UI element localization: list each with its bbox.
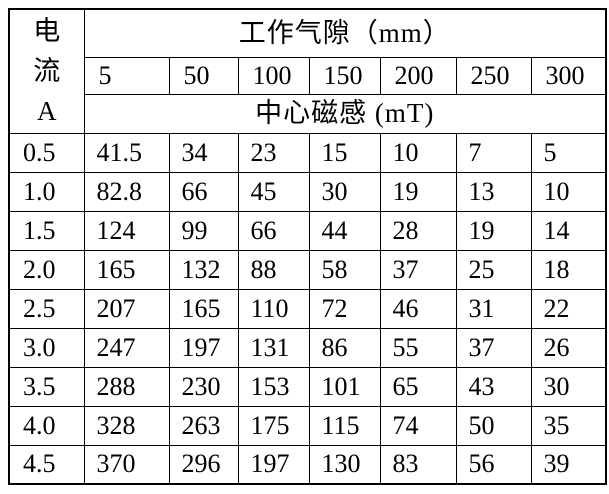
- table-cell: 66: [237, 210, 310, 251]
- table-row: 1.0 82.8 66 45 30 19 13 10: [8, 171, 607, 212]
- gap-column-header: 250: [455, 56, 532, 95]
- table-cell: 101: [308, 366, 381, 407]
- corner-header-current-cell: 电 流 A: [8, 8, 85, 134]
- table-row: 4.0 328 263 175 115 74 50 35: [8, 405, 607, 446]
- table-cell: 263: [168, 405, 239, 446]
- table-cell: 39: [530, 444, 607, 485]
- gap-column-header: 300: [530, 56, 607, 95]
- table-cell: 55: [379, 327, 457, 368]
- table-row: 3.5 288 230 153 101 65 43 30: [8, 366, 607, 407]
- table-row: 4.5 370 296 197 130 83 56 39: [8, 444, 607, 485]
- table-row: 0.5 41.5 34 23 15 10 7 5: [8, 132, 607, 173]
- air-gap-flux-table: 电 流 A 工作气隙（mm） 5 50 100 150 200 250 300 …: [8, 8, 607, 485]
- table-row: 3.0 247 197 131 86 55 37 26: [8, 327, 607, 368]
- table-cell: 130: [308, 444, 381, 485]
- table-cell: 15: [308, 132, 381, 173]
- corner-header-line2: 流: [33, 56, 61, 87]
- table-cell: 86: [308, 327, 381, 368]
- table-cell: 45: [237, 171, 310, 212]
- row-header-current: 1.0: [8, 171, 85, 212]
- table-cell: 58: [308, 249, 381, 290]
- table-cell: 30: [308, 171, 381, 212]
- table-cell: 124: [83, 210, 170, 251]
- table-cell: 41.5: [83, 132, 170, 173]
- table-cell: 28: [379, 210, 457, 251]
- table-cell: 175: [237, 405, 310, 446]
- table-cell: 88: [237, 249, 310, 290]
- gap-column-header: 200: [379, 56, 457, 95]
- table-cell: 66: [168, 171, 239, 212]
- table-cell: 5: [530, 132, 607, 173]
- table-row: 2.5 207 165 110 72 46 31 22: [8, 288, 607, 329]
- header-row-gap: 电 流 A 工作气隙（mm）: [8, 8, 607, 134]
- gap-column-header: 150: [308, 56, 381, 95]
- table-cell: 37: [455, 327, 532, 368]
- corner-header-line1: 电: [33, 16, 61, 47]
- row-header-current: 0.5: [8, 132, 85, 173]
- table-cell: 35: [530, 405, 607, 446]
- table-cell: 74: [379, 405, 457, 446]
- table-cell: 19: [455, 210, 532, 251]
- table-cell: 230: [168, 366, 239, 407]
- row-header-current: 2.5: [8, 288, 85, 329]
- table-cell: 82.8: [83, 171, 170, 212]
- flux-header-cell: 中心磁感 (mT): [83, 93, 607, 134]
- table-cell: 46: [379, 288, 457, 329]
- table-cell: 370: [83, 444, 170, 485]
- table-cell: 83: [379, 444, 457, 485]
- table-cell: 23: [237, 132, 310, 173]
- table-cell: 65: [379, 366, 457, 407]
- row-header-current: 4.0: [8, 405, 85, 446]
- gap-column-header: 50: [168, 56, 239, 95]
- table-cell: 26: [530, 327, 607, 368]
- table-cell: 110: [237, 288, 310, 329]
- row-header-current: 3.5: [8, 366, 85, 407]
- table-cell: 207: [83, 288, 170, 329]
- table-row: 2.0 165 132 88 58 37 25 18: [8, 249, 607, 290]
- table-cell: 44: [308, 210, 381, 251]
- row-header-current: 1.5: [8, 210, 85, 251]
- table-cell: 50: [455, 405, 532, 446]
- table-cell: 14: [530, 210, 607, 251]
- table-cell: 132: [168, 249, 239, 290]
- table-row: 1.5 124 99 66 44 28 19 14: [8, 210, 607, 251]
- gap-header-cell: 工作气隙（mm）: [83, 8, 607, 58]
- table-cell: 131: [237, 327, 310, 368]
- corner-header-line3: A: [37, 96, 57, 127]
- table-cell: 296: [168, 444, 239, 485]
- table-cell: 197: [168, 327, 239, 368]
- gap-column-header: 5: [83, 56, 170, 95]
- table-cell: 19: [379, 171, 457, 212]
- table-cell: 10: [379, 132, 457, 173]
- gap-column-header: 100: [237, 56, 310, 95]
- table-cell: 13: [455, 171, 532, 212]
- table-cell: 153: [237, 366, 310, 407]
- table-cell: 10: [530, 171, 607, 212]
- table-cell: 197: [237, 444, 310, 485]
- row-header-current: 3.0: [8, 327, 85, 368]
- table-cell: 7: [455, 132, 532, 173]
- row-header-current: 2.0: [8, 249, 85, 290]
- table-cell: 56: [455, 444, 532, 485]
- table-cell: 43: [455, 366, 532, 407]
- table-cell: 288: [83, 366, 170, 407]
- row-header-current: 4.5: [8, 444, 85, 485]
- table-cell: 25: [455, 249, 532, 290]
- header-row-flux: 中心磁感 (mT): [9, 93, 607, 134]
- header-row-gap-values: 5 50 100 150 200 250 300: [9, 56, 607, 95]
- table-cell: 328: [83, 405, 170, 446]
- table-cell: 72: [308, 288, 381, 329]
- table-cell: 31: [455, 288, 532, 329]
- table-cell: 34: [168, 132, 239, 173]
- table-cell: 18: [530, 249, 607, 290]
- table-cell: 115: [308, 405, 381, 446]
- table-cell: 165: [168, 288, 239, 329]
- table-cell: 165: [83, 249, 170, 290]
- table-cell: 247: [83, 327, 170, 368]
- table-cell: 30: [530, 366, 607, 407]
- table-cell: 37: [379, 249, 457, 290]
- table-cell: 22: [530, 288, 607, 329]
- table-cell: 99: [168, 210, 239, 251]
